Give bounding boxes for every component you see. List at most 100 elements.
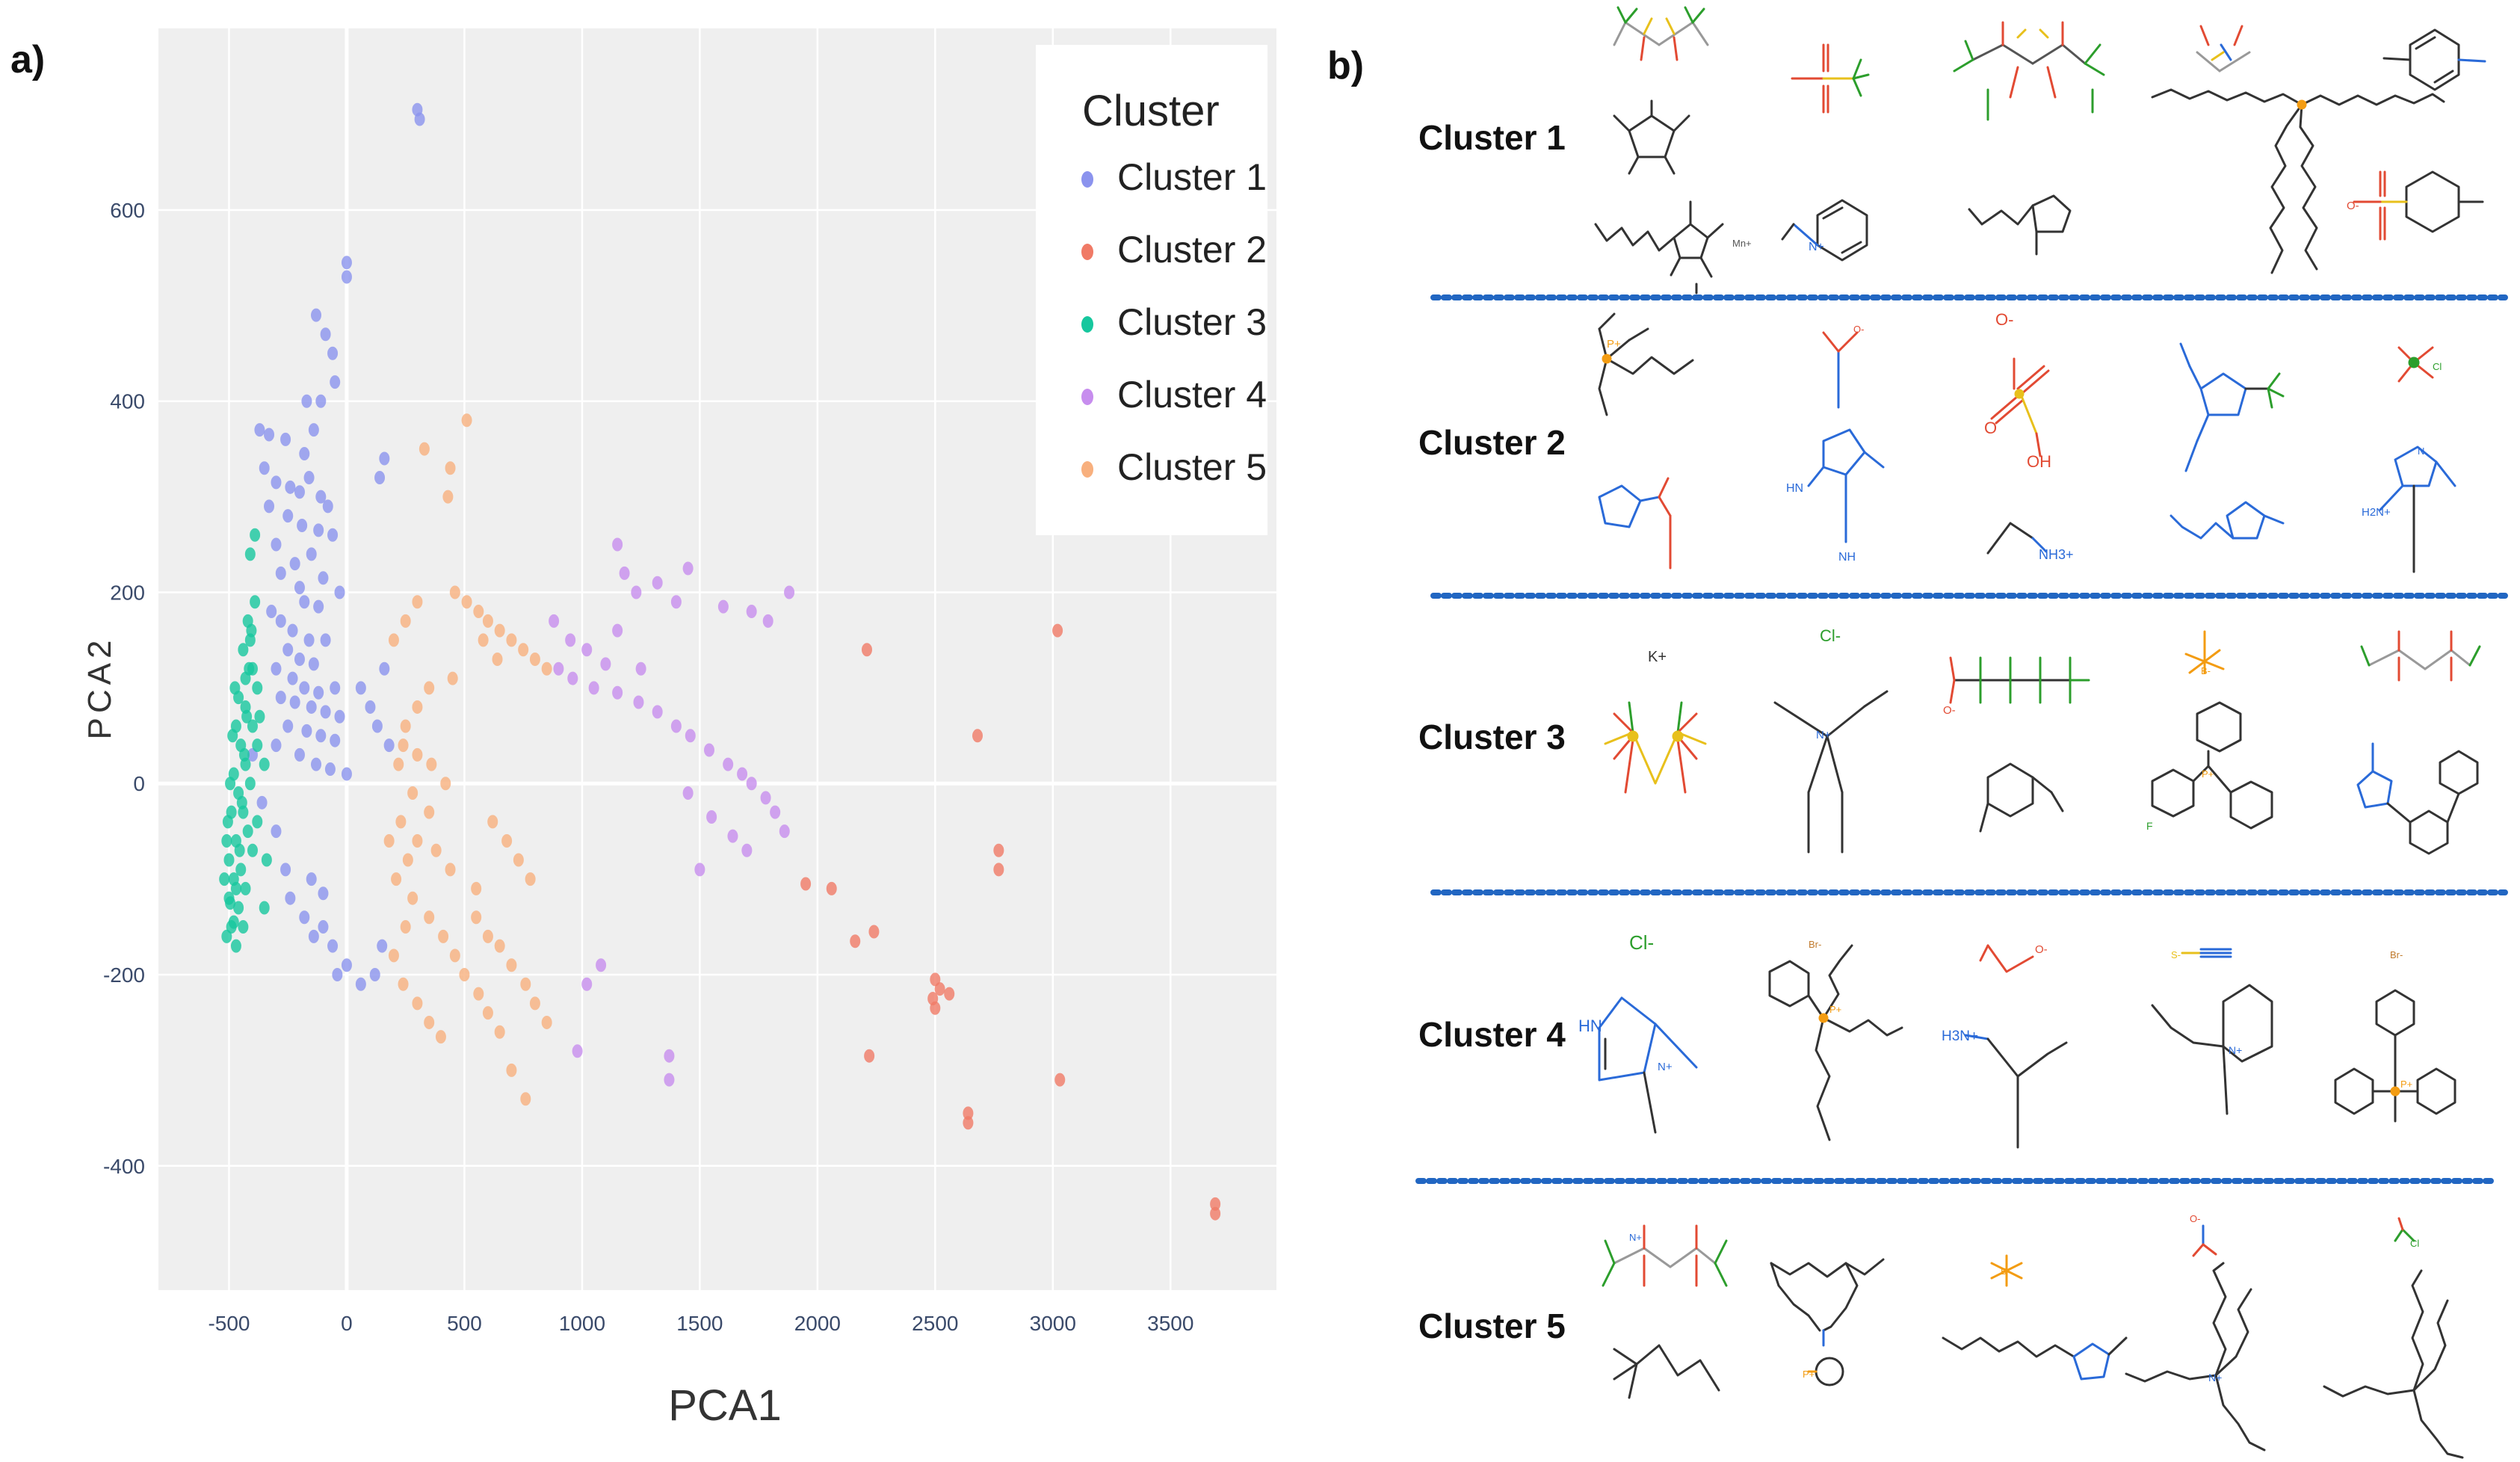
atom-label: OH	[2027, 452, 2051, 471]
atom-label: P+	[2202, 768, 2214, 780]
data-point	[412, 996, 423, 1011]
data-point	[303, 633, 315, 647]
molecule-icon	[2382, 28, 2486, 91]
data-point	[944, 987, 955, 1001]
data-point	[741, 843, 753, 857]
data-point	[529, 653, 540, 666]
data-point	[280, 432, 291, 446]
atom-label: Cl-	[1820, 626, 1841, 645]
data-point	[412, 747, 423, 762]
atom-label: B-	[2001, 1266, 2010, 1277]
data-point	[400, 614, 411, 628]
legend-marker	[1081, 461, 1093, 478]
data-point	[256, 795, 268, 809]
molecule-icon	[1770, 1258, 1885, 1387]
data-point	[518, 643, 529, 657]
atom-label: S-	[2171, 949, 2181, 960]
atom-label: N+	[1809, 241, 1824, 253]
atom-label: O-	[1943, 704, 1956, 717]
data-point	[506, 633, 517, 647]
data-point	[541, 661, 552, 676]
series-cluster-5	[383, 413, 552, 1106]
data-point	[388, 633, 399, 647]
data-point	[247, 843, 258, 857]
x-tick-label: -500	[208, 1312, 250, 1335]
molecule-icon	[1822, 331, 1859, 409]
data-point	[294, 485, 305, 499]
data-point	[252, 738, 263, 753]
legend-label: Cluster 2	[1117, 229, 1267, 271]
data-point	[322, 499, 333, 513]
data-point	[228, 915, 239, 929]
legend-box	[1036, 45, 1267, 535]
data-point	[299, 447, 310, 461]
data-point	[487, 815, 498, 829]
data-point	[393, 757, 404, 771]
data-point	[424, 910, 435, 925]
molecule-icon	[2151, 701, 2273, 830]
data-point	[222, 815, 233, 829]
data-point	[492, 653, 503, 666]
data-point	[313, 599, 324, 614]
data-point	[850, 934, 861, 949]
data-point	[355, 681, 366, 695]
atom-label: Br-	[1809, 939, 1821, 950]
x-axis-label: PCA1	[668, 1381, 782, 1430]
data-point	[244, 661, 255, 676]
data-point	[275, 614, 286, 628]
y-tick-label: 0	[133, 772, 145, 795]
data-point	[419, 442, 430, 456]
legend-marker	[1081, 389, 1093, 405]
panel-label-b: b)	[1327, 44, 1365, 87]
data-point	[247, 719, 258, 733]
molecule-icon	[1979, 762, 2064, 833]
data-point	[234, 843, 245, 857]
molecule-icon	[1598, 312, 1694, 416]
data-point	[930, 972, 941, 987]
data-point	[285, 891, 296, 905]
data-point	[395, 815, 407, 829]
x-tick-label: 3000	[1030, 1312, 1076, 1335]
data-point	[706, 810, 717, 824]
row-label-cluster-2: Cluster 2	[1418, 423, 1566, 462]
atom-label: P+	[1803, 1369, 1815, 1380]
atom-label: B-	[2201, 665, 2211, 676]
data-point	[247, 747, 258, 762]
data-point	[261, 853, 272, 867]
data-point	[238, 747, 250, 762]
x-tick-label: 3500	[1147, 1312, 1193, 1335]
data-point	[221, 929, 232, 943]
data-point	[934, 982, 945, 996]
y-tick-label: -400	[103, 1155, 145, 1178]
molecule-icon	[1768, 944, 1903, 1141]
data-point	[379, 661, 390, 676]
data-point	[762, 614, 773, 628]
data-point	[219, 872, 230, 886]
molecule-icon	[2192, 1224, 2217, 1257]
atom-label: K+	[1648, 649, 1667, 665]
data-point	[229, 681, 241, 695]
data-point	[760, 791, 771, 805]
data-point	[398, 977, 409, 991]
molecule-icon	[1964, 1034, 2068, 1149]
data-point	[414, 112, 425, 126]
atom-label: P+	[2400, 1079, 2412, 1090]
pca-scatter-chart: -400 -200 0 200 400 600 -500 0 500 1000 1500 2000 2…	[81, 28, 1276, 1430]
data-point	[308, 657, 319, 671]
data-point	[541, 1015, 552, 1029]
atom-label: Cl-	[1629, 931, 1654, 954]
data-point	[447, 671, 458, 685]
y-tick-label: -200	[103, 963, 145, 987]
legend-title: Cluster	[1082, 87, 1220, 135]
molecule-icon	[1602, 1224, 1728, 1287]
data-point	[327, 528, 339, 542]
series-cluster-1	[247, 102, 425, 991]
data-point	[280, 863, 291, 877]
data-point	[694, 863, 705, 877]
data-point	[233, 901, 244, 915]
data-point	[313, 523, 324, 537]
y-tick-label: 200	[110, 581, 145, 604]
data-point	[478, 633, 489, 647]
data-point	[664, 1073, 675, 1087]
